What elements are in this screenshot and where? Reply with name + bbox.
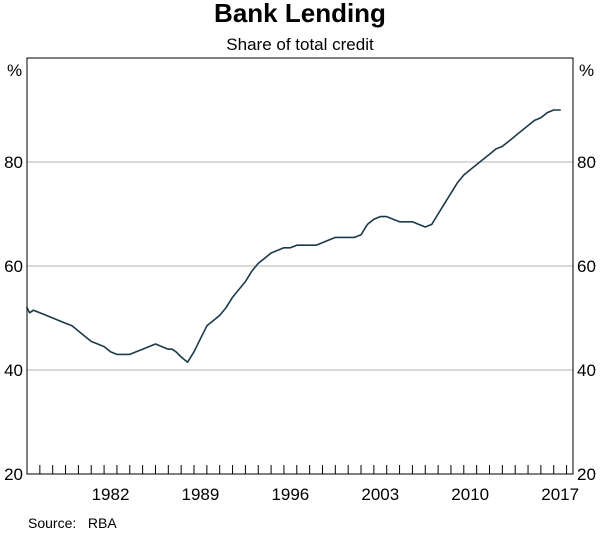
x-tick-label: 2017: [541, 485, 579, 504]
y-tick-label-right: 80: [577, 153, 596, 172]
x-tick-label: 2010: [451, 485, 489, 504]
x-tick-label: 1996: [271, 485, 309, 504]
y-tick-labels-right: 20 40 60 80: [577, 153, 596, 484]
chart-subtitle: Share of total credit: [226, 35, 374, 54]
y-tick-labels-left: 20 40 60 80: [4, 153, 23, 484]
y-tick-label-right: 60: [577, 257, 596, 276]
gridlines: [27, 161, 573, 371]
x-tick-marks: [39, 465, 568, 474]
x-tick-label: 1989: [182, 485, 220, 504]
series-line: [26, 109, 561, 363]
x-tick-label: 2003: [361, 485, 399, 504]
plot-frame: [26, 57, 574, 475]
y-tick-label-left: 20: [4, 465, 23, 484]
y-tick-label-left: 40: [4, 361, 23, 380]
x-tick-label: 1982: [92, 485, 130, 504]
y-tick-label-right: 40: [577, 361, 596, 380]
x-tick-labels: 1982 1989 1996 2003 2010 2017: [92, 485, 579, 504]
chart-title: Bank Lending: [214, 0, 386, 28]
y-tick-label-left: 60: [4, 257, 23, 276]
source-note: Source: RBA: [28, 515, 117, 531]
y-tick-label-right: 20: [577, 465, 596, 484]
y-tick-label-left: 80: [4, 153, 23, 172]
y-unit-right: %: [579, 61, 594, 80]
y-unit-left: %: [7, 61, 22, 80]
